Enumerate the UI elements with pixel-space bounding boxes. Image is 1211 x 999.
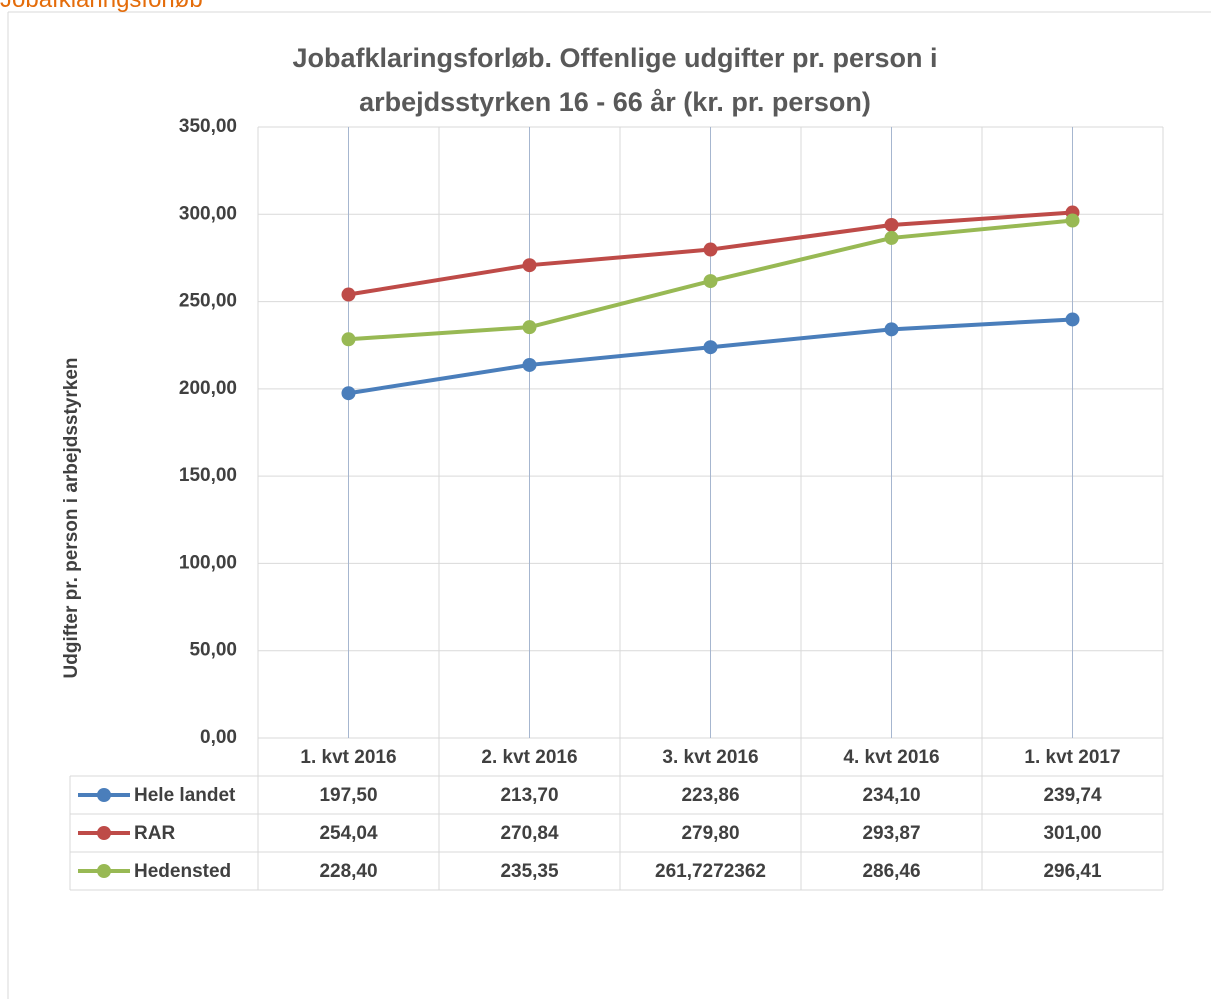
- table-value: 286,46: [862, 861, 920, 882]
- marker: [341, 287, 356, 302]
- x-tick-label: 1. kvt 2017: [1024, 747, 1120, 768]
- marker: [884, 217, 899, 232]
- table-value: 197,50: [319, 785, 377, 806]
- table-value: 228,40: [319, 861, 377, 882]
- y-tick-label: 0,00: [200, 727, 237, 748]
- table-value: 235,35: [500, 861, 559, 882]
- marker: [341, 386, 356, 401]
- legend-swatch: [97, 788, 111, 802]
- marker: [1065, 213, 1080, 228]
- marker: [703, 340, 718, 355]
- marker: [884, 322, 899, 337]
- table-value: 213,70: [500, 785, 558, 806]
- y-tick-label: 150,00: [179, 465, 237, 486]
- legend-swatch: [97, 864, 111, 878]
- marker: [522, 258, 537, 273]
- y-tick-label: 50,00: [189, 640, 237, 661]
- legend-label: Hedensted: [134, 861, 231, 882]
- header-title: Jobafklaringsforløb: [0, 0, 203, 14]
- table-value: 223,86: [681, 785, 739, 806]
- table-value: 261,7272362: [655, 861, 766, 882]
- y-axis-label: Udgifter pr. person i arbejdsstyrken: [61, 358, 82, 679]
- y-tick-label: 100,00: [179, 552, 237, 573]
- marker: [884, 230, 899, 245]
- y-tick-label: 300,00: [179, 203, 237, 224]
- y-tick-label: 350,00: [179, 116, 237, 137]
- legend-label: Hele landet: [134, 785, 236, 806]
- y-tick-label: 250,00: [179, 291, 237, 312]
- table-value: 296,41: [1043, 861, 1102, 882]
- table-value: 270,84: [500, 823, 559, 844]
- chart-title: Jobafklaringsforløb. Offenlige udgifter …: [292, 43, 938, 117]
- table-value: 293,87: [862, 823, 920, 844]
- table-value: 234,10: [862, 785, 920, 806]
- marker: [703, 274, 718, 289]
- legend-swatch: [97, 826, 111, 840]
- x-tick-label: 1. kvt 2016: [300, 747, 396, 768]
- marker: [341, 332, 356, 347]
- marker: [522, 320, 537, 335]
- table-value: 301,00: [1043, 823, 1101, 844]
- table-value: 239,74: [1043, 785, 1102, 806]
- x-tick-label: 4. kvt 2016: [843, 747, 939, 768]
- table-value: 279,80: [681, 823, 739, 844]
- marker: [703, 242, 718, 257]
- table-value: 254,04: [319, 823, 378, 844]
- marker: [522, 357, 537, 372]
- y-tick-label: 200,00: [179, 378, 237, 399]
- x-tick-label: 3. kvt 2016: [662, 747, 758, 768]
- legend-label: RAR: [134, 823, 175, 844]
- x-tick-label: 2. kvt 2016: [481, 747, 577, 768]
- marker: [1065, 312, 1080, 327]
